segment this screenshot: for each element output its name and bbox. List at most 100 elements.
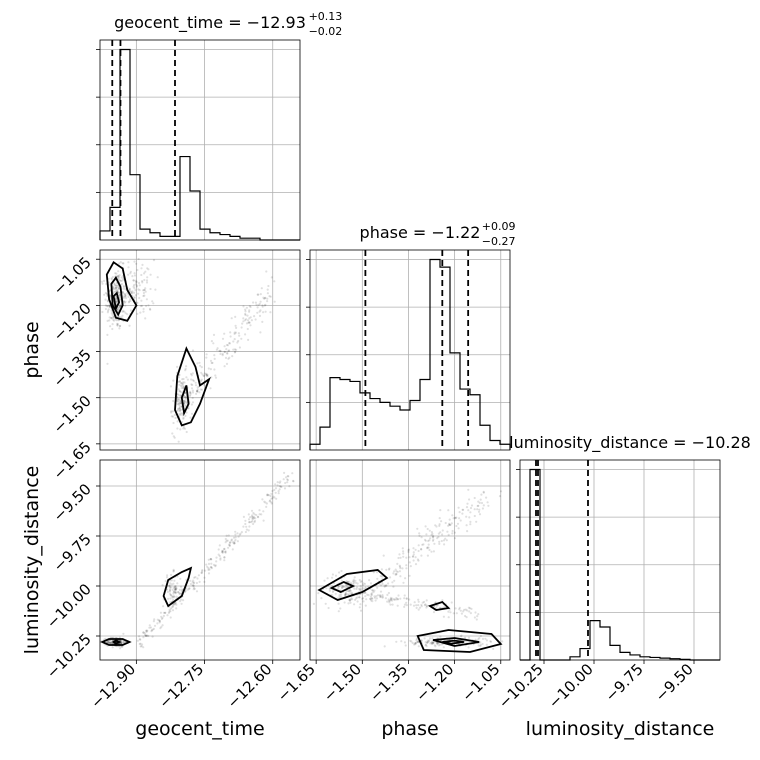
sample-point: [218, 554, 221, 558]
sample-point: [393, 598, 396, 601]
sample-point: [376, 586, 379, 589]
sample-point: [454, 607, 457, 610]
sample-point: [379, 574, 382, 578]
sample-point: [162, 614, 165, 618]
sample-point: [476, 508, 479, 511]
sample-point: [219, 557, 222, 560]
sample-point: [205, 356, 208, 359]
y-tick-label-luminosity_distance: −10.00: [43, 580, 95, 632]
sample-point: [170, 415, 173, 418]
sample-point: [356, 600, 359, 603]
sample-point: [458, 606, 461, 610]
sample-point: [349, 592, 352, 595]
sample-point: [182, 599, 185, 602]
sample-point: [250, 515, 253, 518]
sample-point: [122, 641, 125, 644]
sample-point: [241, 322, 244, 325]
sample-point: [230, 317, 233, 320]
sample-point: [244, 333, 247, 336]
sample-point: [169, 385, 172, 388]
sample-point: [467, 636, 471, 639]
sample-point: [266, 292, 269, 295]
sample-point: [174, 416, 177, 420]
sample-point: [421, 601, 424, 604]
sample-point: [111, 323, 114, 326]
sample-point: [140, 273, 143, 277]
sample-point: [425, 645, 428, 648]
sample-point: [469, 523, 472, 526]
sample-point: [118, 305, 121, 308]
sample-point: [144, 634, 147, 637]
sample-point: [277, 490, 280, 493]
sample-point: [447, 524, 450, 527]
sample-point: [140, 645, 143, 648]
sample-point: [200, 371, 203, 374]
sample-point: [254, 301, 257, 304]
sample-point: [477, 613, 480, 616]
sample-point: [255, 513, 258, 517]
sample-point: [248, 521, 251, 524]
sample-point: [239, 532, 242, 535]
sample-point: [245, 318, 248, 321]
sample-point: [143, 278, 146, 282]
sample-point: [176, 399, 179, 402]
sample-point: [403, 594, 406, 597]
sample-point: [142, 294, 145, 298]
sample-point: [223, 556, 226, 559]
sample-point: [183, 404, 187, 407]
sample-point: [234, 350, 237, 353]
sample-point: [141, 280, 144, 283]
sample-point: [252, 517, 255, 520]
sample-point: [108, 305, 111, 308]
panel-frame: [309, 459, 511, 661]
sample-point: [223, 332, 226, 335]
sample-point: [274, 491, 277, 494]
sample-point: [111, 316, 114, 320]
sample-point: [203, 580, 206, 584]
sample-point: [253, 315, 256, 318]
sample-point: [131, 275, 134, 278]
sample-point: [248, 305, 251, 308]
sample-point: [447, 610, 450, 613]
sample-point: [395, 598, 398, 601]
sample-point: [465, 524, 468, 527]
sample-point: [143, 294, 146, 297]
hist-panel-geocent_time: [96, 39, 301, 241]
sample-point: [219, 352, 222, 356]
sample-point: [172, 568, 175, 572]
sample-point: [371, 597, 374, 600]
sample-point: [174, 591, 177, 594]
sample-point: [416, 558, 419, 561]
sample-point: [106, 305, 109, 308]
sample-point: [346, 589, 349, 593]
sample-point: [225, 534, 228, 537]
sample-point: [173, 586, 176, 589]
sample-point: [257, 303, 260, 307]
sample-point: [270, 276, 273, 279]
sample-point: [420, 605, 423, 608]
sample-point: [256, 311, 259, 314]
sample-point: [479, 643, 482, 646]
sample-point: [209, 387, 212, 390]
sample-point: [107, 642, 110, 645]
sample-point: [189, 579, 192, 582]
sample-point: [120, 641, 123, 645]
sample-point: [122, 309, 125, 312]
sample-point: [339, 607, 342, 610]
sample-point: [118, 295, 121, 298]
sample-point: [424, 641, 427, 644]
sample-point: [142, 307, 145, 311]
sample-point: [247, 518, 251, 521]
sample-point: [464, 614, 467, 618]
sample-point: [248, 520, 251, 524]
sample-point: [160, 625, 163, 628]
sample-point: [487, 504, 490, 507]
sample-point: [226, 344, 230, 347]
sample-point: [405, 601, 408, 604]
sample-point: [122, 641, 125, 644]
sample-point: [179, 401, 182, 404]
sample-point: [109, 296, 112, 299]
sample-point: [386, 600, 389, 603]
sample-point: [214, 564, 217, 567]
sample-point: [228, 544, 231, 547]
